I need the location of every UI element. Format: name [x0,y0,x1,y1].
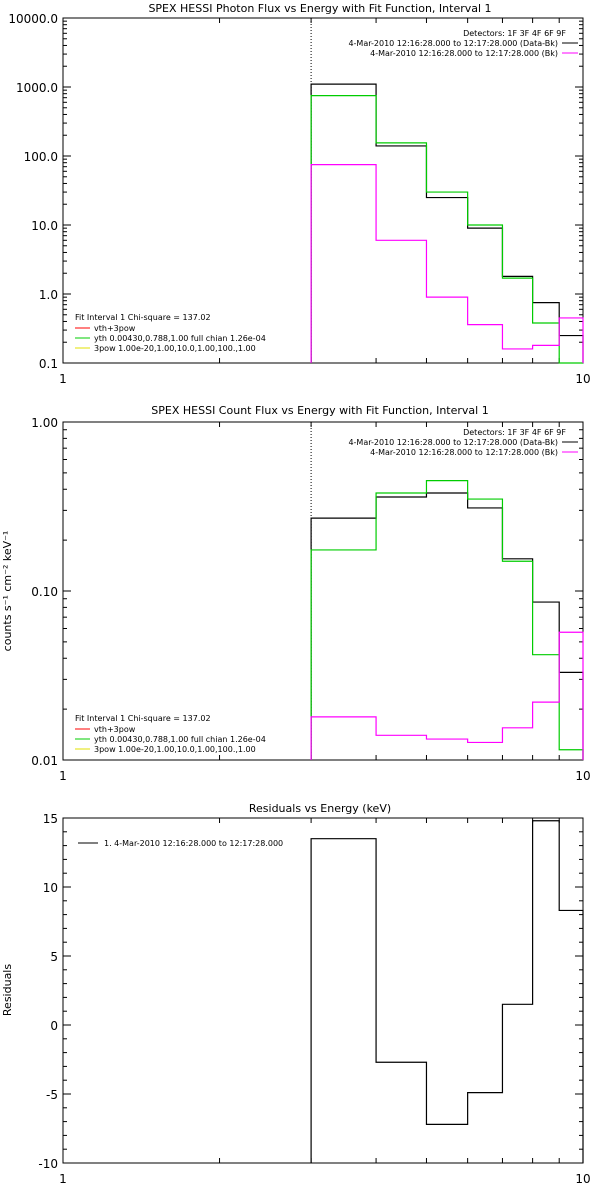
photon-flux-ytick-label-3: 100.0 [24,150,58,164]
count-flux-ytick-label-1: 0.10 [31,585,58,599]
count-flux-series-0 [310,492,584,760]
residuals-legend-label: 1. 4-Mar-2010 12:16:28.000 to 12:17:28.0… [104,839,283,848]
photon-flux-fit-title: Fit Interval 1 Chi-square = 137.02 [75,313,211,322]
count-flux-fit-label-2: yth 0.00430,0.788,1.00 full chian 1.26e-… [94,735,266,744]
residuals-ytick-label-5: 15 [43,812,58,826]
photon-flux-fit-label-2: yth 0.00430,0.788,1.00 full chian 1.26e-… [94,334,266,343]
count-flux-frame [62,421,584,761]
photon-flux-title: SPEX HESSI Photon Flux vs Energy with Fi… [148,2,491,15]
photon-flux-xtick-label-1: 10 [575,372,590,386]
count-flux-panel: SPEX HESSI Count Flux vs Energy with Fit… [1,404,584,761]
photon-flux-legend-bk: 4-Mar-2010 12:16:28.000 to 12:17:28.000 … [370,49,558,58]
photon-flux-series-1 [310,95,583,364]
photon-flux-ytick-label-4: 1000.0 [16,81,58,95]
photon-flux-xtick-label-0: 1 [59,372,67,386]
photon-flux-frame [62,17,584,364]
photon-flux-panel: SPEX HESSI Photon Flux vs Energy with Fi… [62,2,584,364]
residuals-ytick-label-2: 0 [50,1019,58,1033]
count-flux-legend-data: 4-Mar-2010 12:16:28.000 to 12:17:28.000 … [348,438,558,447]
photon-flux-fit-label-3: 3pow 1.00e-20,1.00,10.0,1.00,100.,1.00 [94,344,256,353]
residuals-frame [62,817,584,1164]
residuals-ytick-label-3: 5 [50,950,58,964]
residuals-ytick-label-4: 10 [43,881,58,895]
photon-flux-ytick-label-1: 1.0 [39,288,58,302]
residuals-xtick-label-1: 10 [575,1172,590,1186]
photon-flux-ytick-label-5: 10000.0 [8,12,58,26]
count-flux-series-2 [310,631,584,760]
count-flux-title: SPEX HESSI Count Flux vs Energy with Fit… [151,404,488,417]
count-flux-ylabel: counts s⁻¹ cm⁻² keV⁻¹ [1,531,14,652]
count-flux-fit-label-1: vth+3pow [94,725,136,734]
residuals-ytick-label-1: -5 [46,1088,58,1102]
photon-flux-legend-data: 4-Mar-2010 12:16:28.000 to 12:17:28.000 … [348,39,558,48]
residuals-ytick-label-0: -10 [38,1157,58,1171]
photon-flux-ytick-label-0: 0.1 [39,357,58,371]
photon-flux-legend-header: Detectors: 1F 3F 4F 6F 9F [463,29,566,38]
count-flux-xtick-label-1: 10 [575,769,590,783]
residuals-ylabel: Residuals [1,964,14,1016]
residuals-xtick-label-0: 1 [59,1172,67,1186]
count-flux-legend-bk: 4-Mar-2010 12:16:28.000 to 12:17:28.000 … [370,448,558,457]
photon-flux-fit-label-1: vth+3pow [94,324,136,333]
photon-flux-series-0 [310,83,584,363]
count-flux-fit-title: Fit Interval 1 Chi-square = 137.02 [75,714,211,723]
photon-flux-ytick-label-2: 10.0 [31,219,58,233]
count-flux-ytick-label-0: 0.01 [31,754,58,768]
residuals-series-0 [310,820,584,1163]
count-flux-series-1 [310,480,584,760]
count-flux-legend-header: Detectors: 1F 3F 4F 6F 9F [463,428,566,437]
residuals-panel: Residuals vs Energy (keV) Residuals 1. 4… [1,802,584,1164]
count-flux-ytick-label-2: 1.00 [31,416,58,430]
count-flux-xtick-label-0: 1 [59,769,67,783]
photon-flux-series-2 [310,164,584,363]
count-flux-fit-label-3: 3pow 1.00e-20,1.00,10.0,1.00,100.,1.00 [94,745,256,754]
residuals-title: Residuals vs Energy (keV) [249,802,391,815]
